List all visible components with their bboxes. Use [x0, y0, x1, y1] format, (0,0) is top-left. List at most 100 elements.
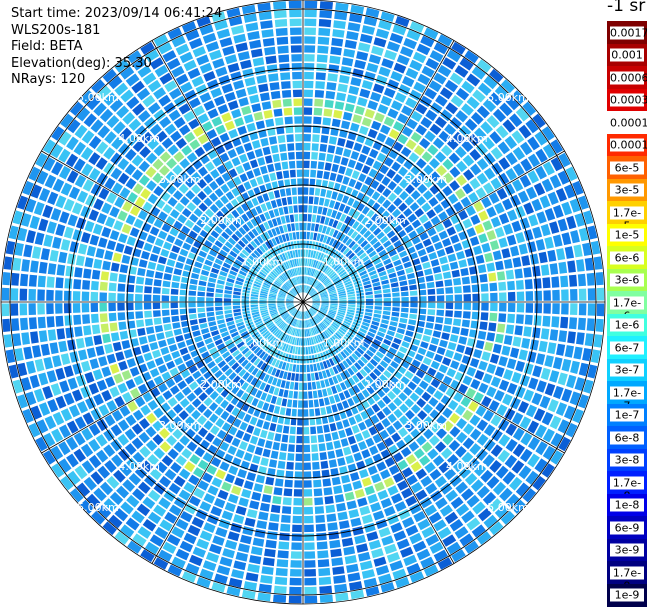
radar-gate-cell — [120, 501, 134, 515]
radar-gate-cell — [292, 400, 298, 408]
radar-gate-cell — [215, 66, 228, 77]
radar-gate-cell — [192, 330, 201, 337]
radar-gate-cell — [249, 159, 259, 169]
radar-gate-cell — [305, 258, 308, 266]
radar-gate-cell — [339, 297, 347, 300]
radar-gate-cell — [543, 290, 551, 301]
radar-gate-cell — [185, 563, 200, 575]
radar-gate-cell — [354, 413, 363, 423]
radar-gate-cell — [278, 306, 286, 310]
radar-gate-cell — [482, 491, 497, 506]
radar-gate-cell — [314, 90, 325, 98]
radar-gate-cell — [237, 468, 247, 479]
radar-gate-cell — [153, 504, 167, 517]
radar-gate-cell — [240, 267, 249, 274]
radar-gate-cell — [415, 103, 428, 115]
radar-gate-cell — [256, 349, 264, 357]
radar-gate-cell — [214, 406, 224, 416]
radar-gate-cell — [393, 197, 403, 207]
radar-gate-cell — [127, 275, 136, 284]
radar-gate-cell — [269, 291, 277, 295]
radar-gate-cell — [111, 454, 124, 467]
radar-gate-cell — [357, 497, 368, 507]
radar-gate-cell — [488, 92, 503, 106]
radar-gate-cell — [401, 487, 413, 499]
radar-gate-cell — [222, 351, 231, 359]
radar-gate-cell — [286, 281, 292, 288]
radar-gate-cell — [366, 349, 374, 358]
radar-gate-cell — [436, 295, 445, 302]
radar-gate-cell — [184, 503, 197, 515]
radar-gate-cell — [221, 422, 231, 432]
radar-gate-cell — [425, 245, 435, 254]
radar-gate-cell — [312, 345, 317, 354]
radar-gate-cell — [305, 347, 309, 355]
radar-gate-cell — [471, 66, 486, 80]
radar-gate-cell — [199, 62, 213, 74]
radar-gate-cell — [416, 276, 425, 284]
radar-gate-cell — [166, 435, 177, 446]
radar-gate-cell — [523, 267, 532, 278]
radar-gate-cell — [324, 397, 330, 406]
radar-gate-cell — [46, 289, 54, 301]
radar-gate-cell — [58, 131, 72, 146]
radar-gate-cell — [299, 276, 301, 284]
radar-gate-cell — [445, 102, 458, 115]
radar-gate-cell — [265, 278, 273, 284]
radar-gate-cell — [191, 324, 200, 332]
radar-gate-cell — [278, 291, 286, 296]
radar-gate-cell — [365, 157, 375, 167]
radar-gate-cell — [309, 417, 316, 426]
radar-gate-cell — [183, 59, 197, 72]
radar-gate-cell — [515, 280, 524, 290]
radar-gate-cell — [123, 349, 133, 359]
radar-gate-cell — [414, 242, 424, 251]
radar-gate-cell — [423, 564, 439, 577]
radar-gate-cell — [321, 254, 327, 262]
radar-gate-cell — [192, 546, 206, 558]
radar-gate-cell — [339, 304, 347, 307]
radar-gate-cell — [114, 82, 129, 96]
radar-gate-cell — [106, 240, 117, 251]
radar-gate-cell — [131, 437, 144, 450]
radar-gate-cell — [391, 208, 401, 218]
radar-gate-cell — [267, 431, 275, 441]
radar-gate-cell — [375, 262, 384, 269]
radar-gate-cell — [262, 421, 270, 430]
colorbar-tick-label: 0.001 — [610, 48, 644, 62]
radar-gate-cell — [154, 357, 164, 366]
radar-gate-cell — [134, 125, 148, 138]
radar-gate-cell — [327, 327, 334, 335]
radar-gate-cell — [175, 73, 189, 86]
radar-gate-cell — [322, 265, 329, 273]
radar-gate-cell — [518, 243, 528, 255]
radar-gate-cell — [272, 441, 280, 451]
radar-gate-cell — [368, 426, 378, 436]
radar-gate-cell — [309, 187, 315, 196]
radar-gate-cell — [292, 277, 297, 285]
radar-gate-cell — [293, 205, 298, 213]
radar-gate-cell — [92, 369, 103, 381]
radar-gate-cell — [310, 278, 315, 286]
radar-gate-cell — [204, 259, 213, 267]
radar-gate-cell — [476, 419, 488, 432]
radar-gate-cell — [361, 206, 370, 215]
radar-gate-cell — [375, 335, 384, 342]
radar-gate-cell — [226, 180, 236, 190]
radar-gate-cell — [278, 235, 284, 244]
radar-gate-cell — [225, 191, 235, 201]
radar-gate-cell — [188, 230, 198, 239]
radar-gate-cell — [241, 4, 256, 15]
radar-gate-cell — [286, 303, 294, 305]
radar-gate-cell — [400, 312, 409, 318]
radar-gate-cell — [191, 172, 202, 183]
radar-gate-cell — [505, 493, 520, 508]
radar-gate-cell — [404, 172, 415, 183]
radar-gate-cell — [101, 390, 112, 402]
radar-gate-cell — [163, 241, 173, 251]
radar-gate-cell — [188, 296, 196, 302]
radar-gate-cell — [347, 572, 361, 582]
radar-gate-cell — [235, 88, 247, 99]
radar-gate-cell — [165, 216, 176, 226]
radar-gate-cell — [260, 309, 268, 314]
